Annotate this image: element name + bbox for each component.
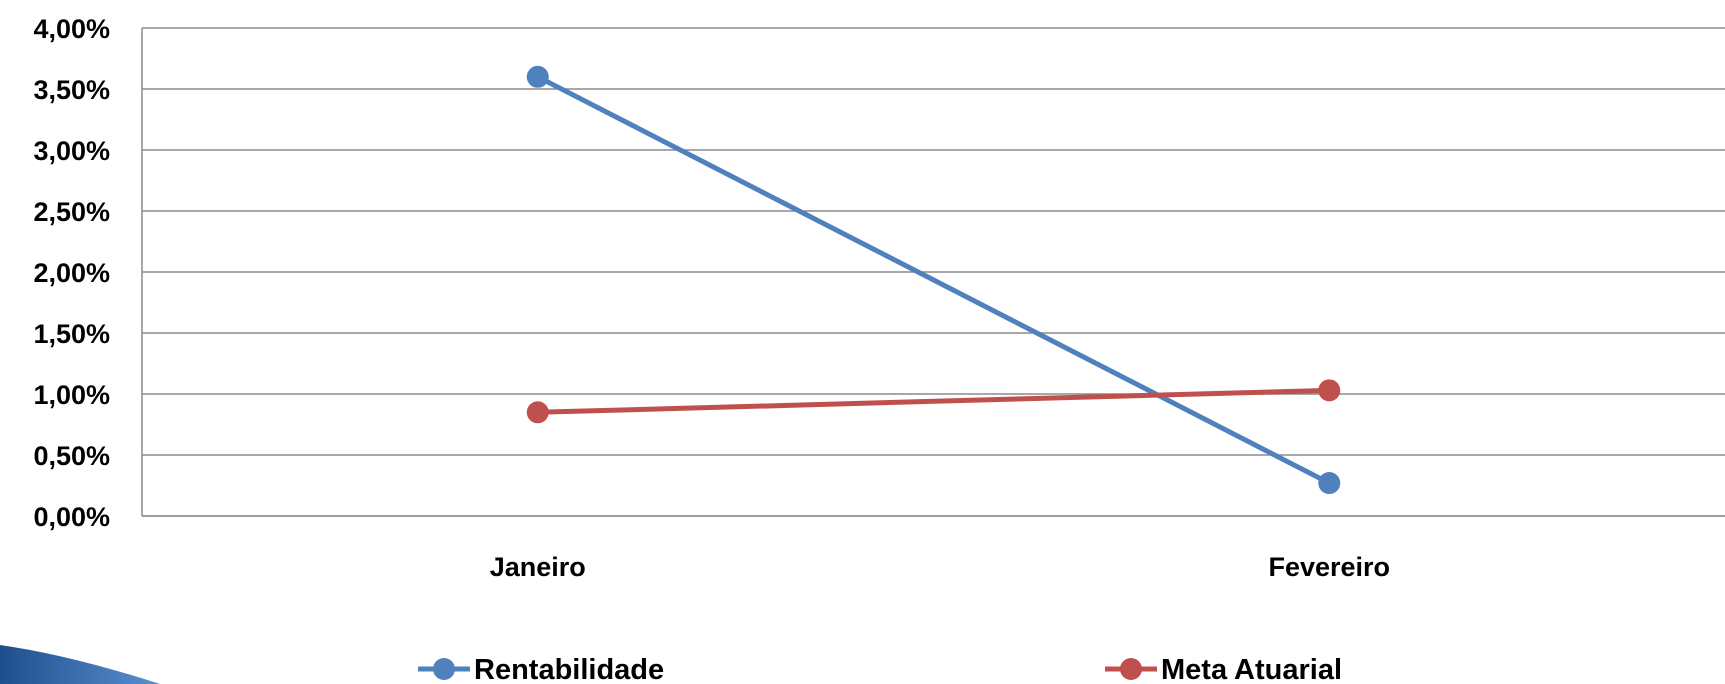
series-line bbox=[537, 387, 1330, 415]
series-lines bbox=[526, 65, 1341, 495]
series-line bbox=[536, 74, 1331, 486]
x-axis-tick-labels: Janeiro Fevereiro bbox=[490, 552, 1390, 582]
legend-point-marker bbox=[1120, 658, 1142, 680]
x-tick-label: Fevereiro bbox=[1268, 552, 1390, 582]
y-tick-label: 3,50% bbox=[33, 75, 110, 105]
legend-point-marker bbox=[433, 658, 455, 680]
y-axis-tick-labels: 0,00% 0,50% 1,00% 1,50% 2,00% 2,50% 3,00% 3,50%… bbox=[33, 14, 110, 532]
y-tick-label: 0,50% bbox=[33, 441, 110, 471]
legend: Rentabilidade Meta Atuarial bbox=[418, 654, 1342, 684]
y-tick-label: 2,50% bbox=[33, 197, 110, 227]
legend-label: Meta Atuarial bbox=[1161, 654, 1342, 684]
y-tick-label: 0,00% bbox=[33, 502, 110, 532]
decorative-swoosh bbox=[0, 645, 160, 684]
data-point bbox=[526, 65, 549, 88]
y-tick-label: 4,00% bbox=[33, 14, 110, 44]
gridlines bbox=[141, 27, 1725, 517]
data-point bbox=[1318, 472, 1341, 495]
y-tick-label: 3,00% bbox=[33, 136, 110, 166]
y-tick-label: 1,50% bbox=[33, 319, 110, 349]
y-tick-label: 2,00% bbox=[33, 258, 110, 288]
y-tick-label: 1,00% bbox=[33, 380, 110, 410]
x-tick-label: Janeiro bbox=[490, 552, 586, 582]
data-point bbox=[526, 401, 549, 424]
legend-label: Rentabilidade bbox=[474, 654, 664, 684]
data-point bbox=[1318, 379, 1341, 402]
